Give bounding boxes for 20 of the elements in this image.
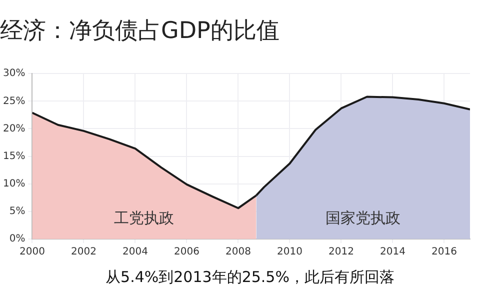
y-tick-label: 25% <box>2 96 26 107</box>
x-tick-label: 2000 <box>20 246 45 258</box>
chart-title: 经济：净负债占GDP的比值 <box>0 18 280 44</box>
y-tick-label: 15% <box>2 150 26 162</box>
series-label: 工党执政 <box>114 208 174 227</box>
x-tick-label: 2002 <box>71 246 96 258</box>
x-tick-label: 2006 <box>174 246 200 258</box>
x-tick-label: 2008 <box>226 246 251 258</box>
y-tick-label: 10% <box>2 178 26 190</box>
x-tick-label: 2014 <box>380 246 406 258</box>
x-tick-label: 2012 <box>328 246 354 258</box>
x-tick-label: 2010 <box>277 246 302 258</box>
x-tick-label: 2016 <box>432 246 457 258</box>
y-tick-label: 0% <box>9 234 26 245</box>
text: 从5.4%到2013年的25.5%，此后有所回落 <box>106 268 394 286</box>
y-tick-label: 5% <box>9 206 26 218</box>
y-tick-label: 30% <box>2 68 26 80</box>
x-tick-label: 2004 <box>122 246 148 258</box>
y-tick-label: 20% <box>2 123 26 134</box>
series-label: 国家党执政 <box>326 208 401 227</box>
